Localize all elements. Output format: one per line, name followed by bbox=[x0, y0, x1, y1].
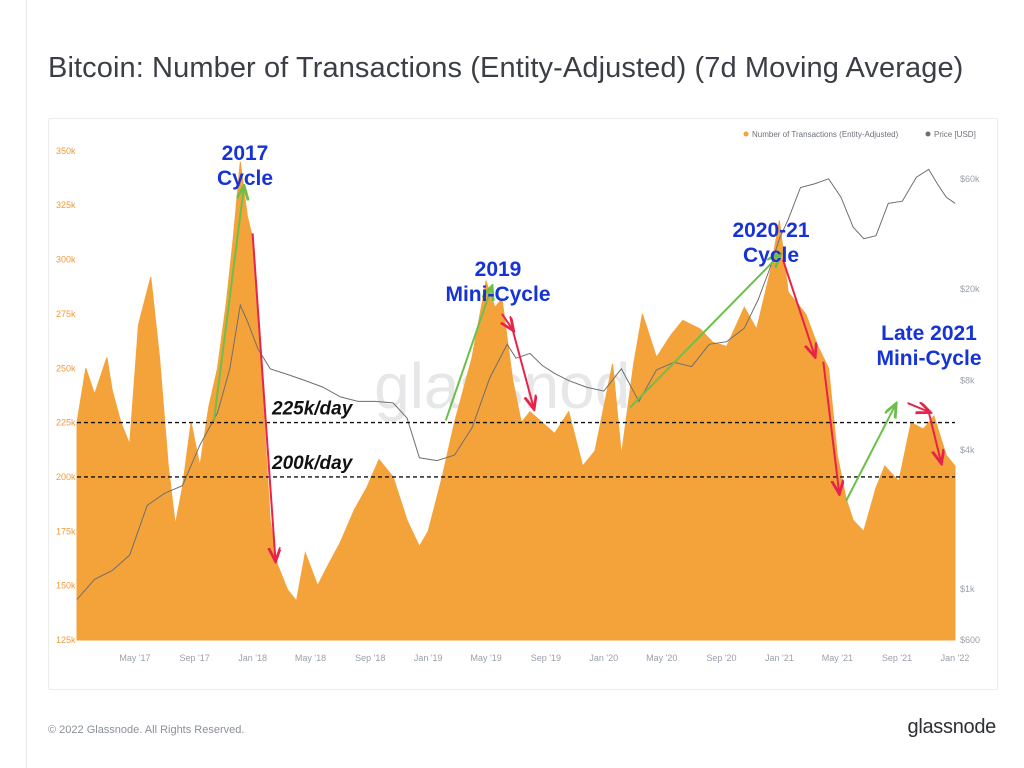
price-line bbox=[76, 168, 956, 600]
x-tick: May '18 bbox=[295, 653, 326, 663]
y-left-tick: 125k bbox=[56, 635, 76, 645]
cycle-annotation-0: Cycle bbox=[217, 167, 273, 190]
cycle-annotation-0: 2017 bbox=[222, 142, 269, 165]
copyright-footer: © 2022 Glassnode. All Rights Reserved. bbox=[48, 724, 245, 736]
x-tick: Jan '20 bbox=[589, 653, 618, 663]
x-tick: May '21 bbox=[822, 653, 853, 663]
x-tick: May '19 bbox=[471, 653, 502, 663]
reference-label-0: 225k/day bbox=[271, 399, 354, 420]
cycle-annotation-1: 2019 bbox=[475, 258, 522, 281]
x-tick: Sep '20 bbox=[706, 653, 736, 663]
y-left-tick: 275k bbox=[56, 309, 76, 319]
cycle-annotation-3: Late 2021 bbox=[881, 322, 977, 345]
y-right-tick: $1k bbox=[960, 584, 975, 594]
x-tick: Sep '19 bbox=[531, 653, 561, 663]
y-left-tick: 250k bbox=[56, 363, 76, 373]
trend-arrow-down-9 bbox=[907, 403, 929, 412]
trend-arrow-down-3 bbox=[502, 313, 513, 329]
glassnode-logo: glassnode bbox=[907, 716, 997, 738]
trend-arrow-down-10 bbox=[927, 411, 941, 462]
x-tick: Sep '21 bbox=[882, 653, 912, 663]
cycle-annotation-2: 2020-21 bbox=[732, 219, 809, 242]
y-left-tick: 175k bbox=[56, 526, 76, 536]
trend-arrow-up-8 bbox=[845, 405, 895, 502]
x-tick: Jan '19 bbox=[414, 653, 443, 663]
transactions-area bbox=[76, 161, 956, 641]
legend-price-marker bbox=[925, 131, 931, 137]
trend-arrow-up-2 bbox=[444, 288, 492, 421]
reference-label-1: 200k/day bbox=[271, 453, 354, 474]
y-right-tick: $8k bbox=[960, 376, 975, 386]
trend-arrow-down-1 bbox=[251, 233, 276, 559]
y-left-tick: 200k bbox=[56, 472, 76, 482]
y-left-tick: 350k bbox=[56, 146, 76, 156]
y-right-tick: $20k bbox=[960, 284, 980, 294]
trend-arrow-down-7 bbox=[822, 361, 839, 492]
legend-tx-marker bbox=[743, 131, 749, 137]
y-right-tick: $600 bbox=[960, 635, 980, 645]
x-tick: Jan '21 bbox=[765, 653, 794, 663]
chart-title: Bitcoin: Number of Transactions (Entity-… bbox=[48, 52, 964, 84]
y-left-tick: 225k bbox=[56, 418, 76, 428]
trend-arrow-up-0 bbox=[212, 188, 244, 421]
y-right-tick: $60k bbox=[960, 174, 980, 184]
x-tick: Sep '18 bbox=[355, 653, 385, 663]
x-tick: Sep '17 bbox=[180, 653, 210, 663]
trend-arrow-down-4 bbox=[511, 328, 533, 407]
page-left-rule bbox=[26, 0, 27, 768]
legend-price-label: Price [USD] bbox=[934, 130, 976, 139]
y-left-tick: 300k bbox=[56, 255, 76, 265]
legend-tx-label: Number of Transactions (Entity-Adjusted) bbox=[752, 130, 899, 139]
y-left-tick: 325k bbox=[56, 200, 76, 210]
x-tick: Jan '18 bbox=[238, 653, 267, 663]
cycle-annotation-2: Cycle bbox=[743, 244, 799, 267]
cycle-annotation-1: Mini-Cycle bbox=[445, 283, 550, 306]
y-left-tick: 150k bbox=[56, 581, 76, 591]
x-tick: Jan '22 bbox=[941, 653, 970, 663]
chart-frame bbox=[48, 118, 998, 690]
trend-arrow-up-5 bbox=[629, 255, 779, 409]
cycle-annotation-3: Mini-Cycle bbox=[876, 347, 981, 370]
x-tick: May '17 bbox=[119, 653, 150, 663]
y-right-tick: $4k bbox=[960, 445, 975, 455]
x-tick: May '20 bbox=[646, 653, 677, 663]
trend-arrow-down-6 bbox=[781, 259, 815, 356]
